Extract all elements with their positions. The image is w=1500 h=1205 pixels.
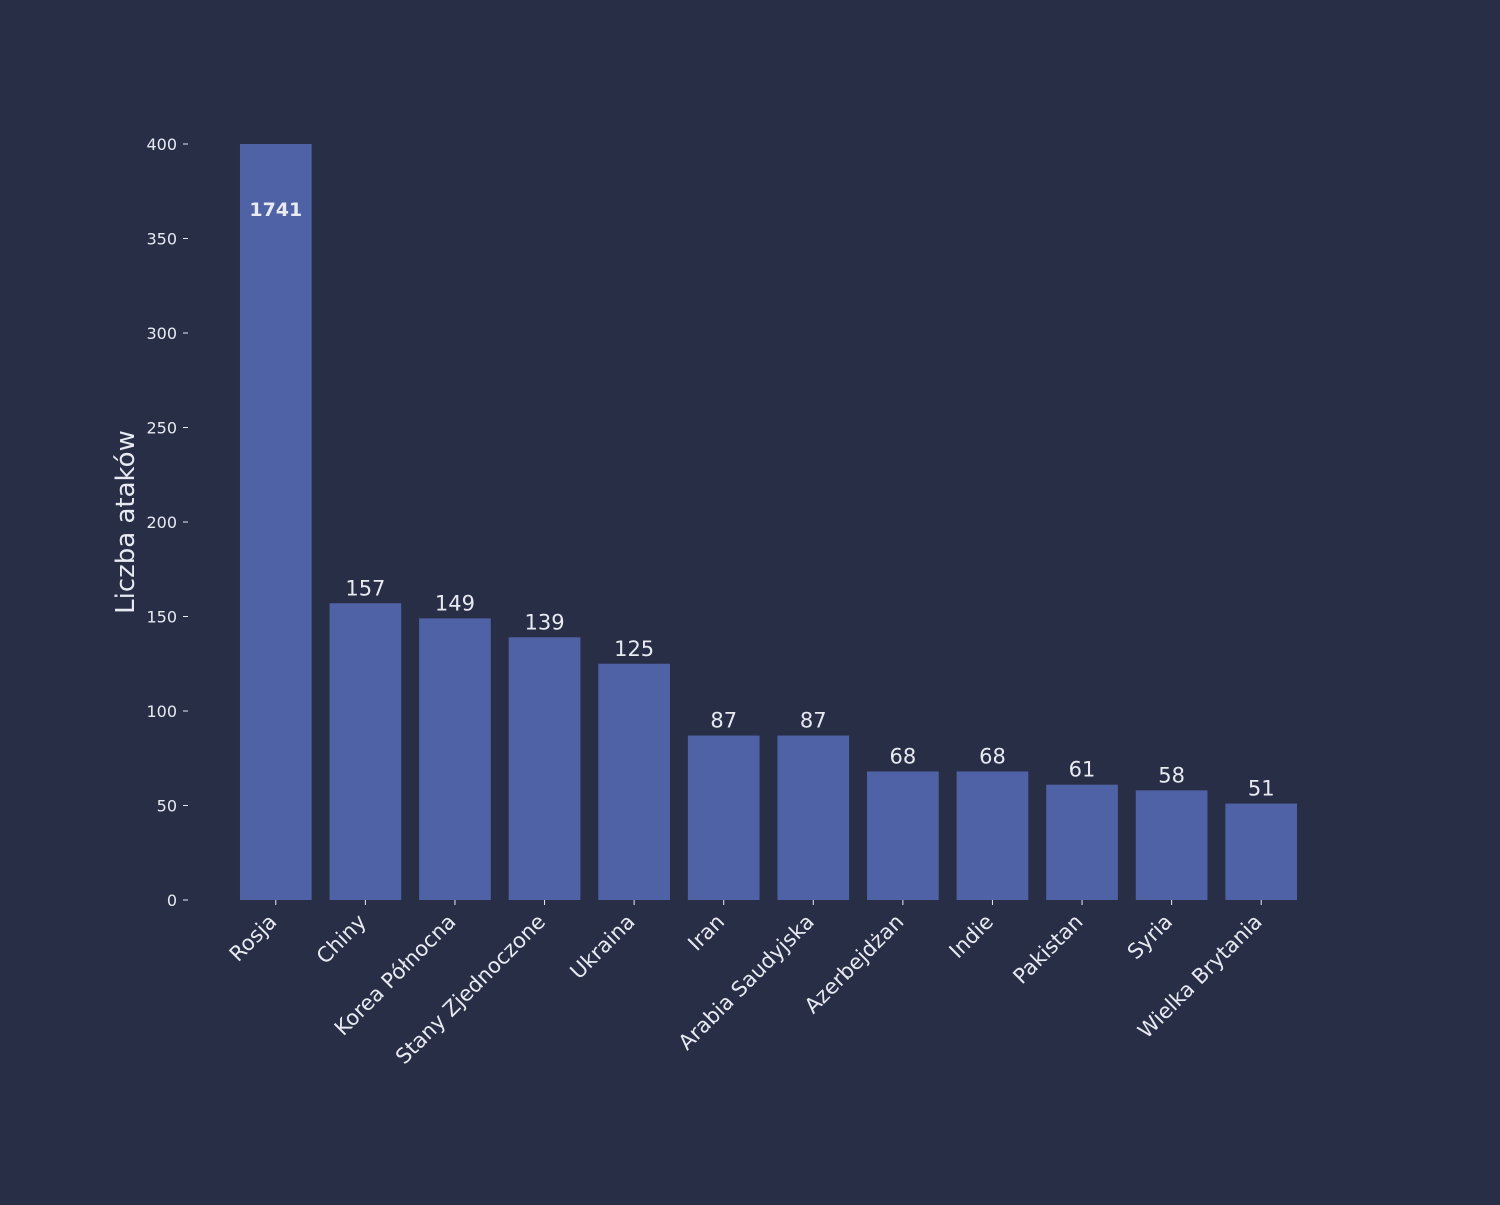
y-tick-label: 400: [146, 135, 177, 154]
data-label: 87: [710, 709, 737, 733]
bar-wielka-brytania: [1225, 803, 1298, 900]
data-label: 61: [1069, 758, 1096, 782]
y-tick-label: 350: [146, 230, 177, 249]
bars-group: [239, 144, 1298, 900]
y-tick-label: 150: [146, 608, 177, 627]
y-axis-title: Liczba ataków: [111, 430, 141, 614]
x-tick-label: Ukraina: [565, 910, 639, 984]
bar-pakistan: [1046, 784, 1118, 900]
data-label: 149: [435, 591, 475, 615]
data-label: 87: [800, 709, 827, 733]
bar-rosja: [239, 144, 312, 900]
bar-iran: [687, 735, 760, 900]
bar-arabia-saudyjska: [777, 735, 850, 900]
y-tick-label: 200: [146, 513, 177, 532]
y-axis: 0 50 100 150 200 250 300 350 400: [146, 135, 188, 910]
data-label: 58: [1158, 763, 1185, 787]
data-label: 51: [1248, 777, 1275, 801]
y-tick-label: 250: [146, 419, 177, 438]
bar-indie: [956, 771, 1029, 900]
bar-stany-zjednoczone: [508, 637, 581, 900]
data-label: 68: [890, 744, 917, 768]
data-label: 157: [345, 576, 385, 600]
x-tick-label: Stany Zjednoczone: [391, 910, 550, 1069]
x-tick-label: Iran: [683, 910, 729, 956]
y-tick-label: 300: [146, 324, 177, 343]
y-tick-label: 50: [157, 797, 177, 816]
data-label: 125: [614, 637, 654, 661]
bar-azerbejdżan: [867, 771, 939, 900]
data-labels-group: 1741 157 149 139 125 87 87 68 68 61 58 51: [249, 199, 1274, 801]
x-tick-label: Indie: [945, 910, 998, 963]
y-tick-label: 0: [167, 891, 177, 910]
bar-syria: [1135, 790, 1208, 900]
bar-ukraina: [598, 663, 670, 900]
bar-chiny: [329, 603, 402, 900]
y-tick-label: 100: [146, 702, 177, 721]
bar-korea-północna: [419, 618, 491, 900]
x-tick-label: Rosja: [225, 910, 282, 967]
data-label: 68: [979, 744, 1006, 768]
x-tick-label: Chiny: [312, 910, 371, 969]
x-tick-label: Syria: [1123, 910, 1178, 965]
x-tick-label: Pakistan: [1008, 910, 1087, 989]
data-label: 1741: [249, 199, 302, 221]
data-label: 139: [524, 610, 564, 634]
